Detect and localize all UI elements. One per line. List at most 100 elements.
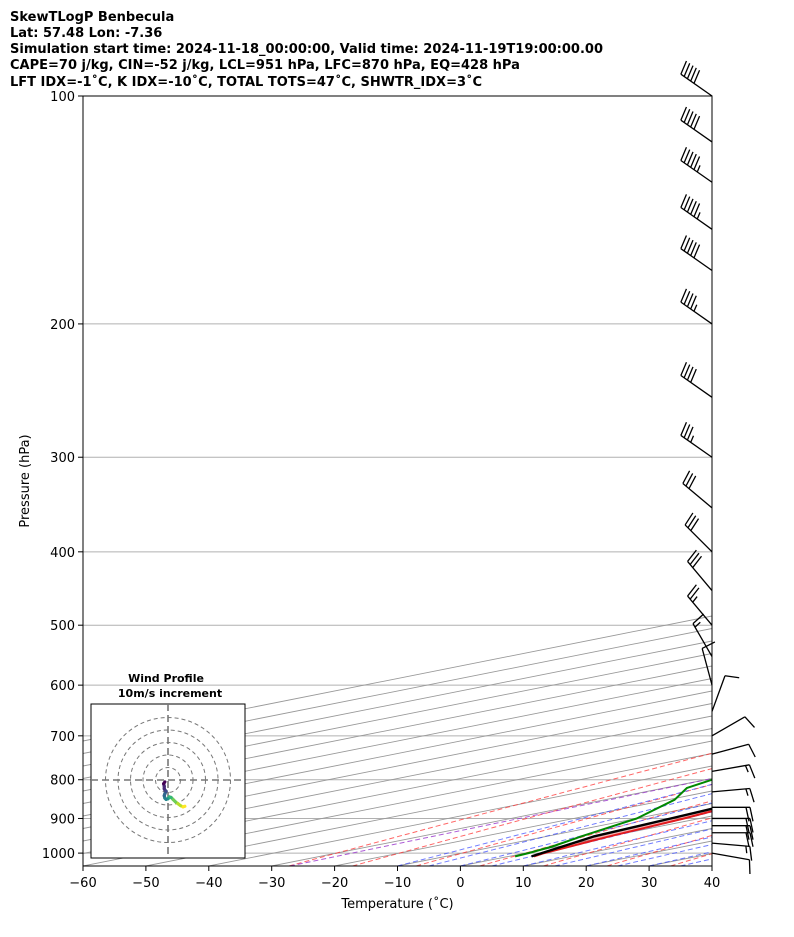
barb-staff bbox=[680, 159, 713, 183]
cape-area bbox=[718, 96, 794, 807]
wind-barb bbox=[680, 235, 713, 272]
barb-flag bbox=[683, 237, 691, 252]
wind-barb bbox=[711, 852, 751, 875]
barb-staff bbox=[711, 764, 750, 773]
barb-flag bbox=[686, 293, 694, 307]
barb-flag bbox=[682, 470, 691, 484]
barb-flag bbox=[683, 424, 691, 438]
barb-staff bbox=[711, 842, 750, 848]
barb-staff bbox=[680, 119, 713, 143]
moist-adiabat-line bbox=[680, 858, 712, 866]
barb-flag bbox=[693, 156, 701, 170]
barb-staff bbox=[680, 374, 713, 398]
x-tick-label: 10 bbox=[515, 876, 532, 891]
x-tick-label: 20 bbox=[578, 876, 595, 891]
barb-flag bbox=[680, 235, 688, 249]
barb-staff bbox=[701, 648, 713, 686]
barb-flag bbox=[749, 825, 754, 840]
barb-flag bbox=[690, 242, 697, 256]
wind-barbs bbox=[680, 60, 756, 875]
barb-flag bbox=[690, 295, 697, 310]
barb-half-flag bbox=[744, 765, 749, 773]
isotherm-line bbox=[83, 653, 712, 779]
barb-flag bbox=[683, 364, 691, 379]
barb-staff bbox=[687, 561, 713, 591]
barb-staff bbox=[680, 301, 713, 325]
y-tick-label: 700 bbox=[50, 730, 75, 745]
barb-flag bbox=[687, 549, 697, 562]
barb-flag bbox=[684, 512, 694, 526]
barb-flag bbox=[686, 426, 694, 441]
barb-flag bbox=[680, 362, 688, 376]
isotherm-line bbox=[83, 728, 712, 854]
isotherm-line bbox=[83, 678, 712, 804]
barb-flag bbox=[686, 65, 694, 80]
wind-barb bbox=[680, 421, 713, 458]
wind-barb bbox=[682, 470, 713, 509]
header-line-4: CAPE=70 j/kg, CIN=-52 j/kg, LCL=951 hPa,… bbox=[10, 58, 520, 73]
barb-flag bbox=[744, 716, 755, 728]
barb-staff bbox=[692, 623, 713, 657]
header-line-5: LFT IDX=-1˚C, K IDX=-10˚C, TOTAL TOTS=47… bbox=[10, 74, 482, 90]
wind-barb bbox=[711, 842, 753, 861]
barb-flag bbox=[685, 473, 694, 487]
barb-flag bbox=[686, 198, 694, 213]
moist-adiabat-line bbox=[523, 820, 712, 866]
y-tick-label: 100 bbox=[50, 90, 75, 105]
isotherm-line bbox=[208, 765, 712, 866]
temperature-line bbox=[533, 810, 712, 858]
wind-barb bbox=[687, 584, 713, 626]
barb-flag bbox=[749, 832, 754, 847]
barb-half-flag bbox=[694, 621, 701, 628]
wind-barb bbox=[711, 743, 756, 758]
barb-flag bbox=[690, 200, 697, 215]
parcel-line bbox=[531, 807, 712, 858]
barb-flag bbox=[686, 111, 694, 126]
barb-flag bbox=[686, 151, 694, 166]
barb-flag bbox=[689, 587, 700, 600]
barb-flag bbox=[749, 846, 753, 861]
wind-barb bbox=[680, 194, 713, 230]
barb-staff bbox=[684, 524, 713, 553]
dry-adiabat-line bbox=[734, 96, 794, 866]
wind-barb bbox=[692, 613, 713, 657]
barb-flag bbox=[690, 153, 697, 168]
x-tick-label: −50 bbox=[132, 876, 159, 891]
barb-flag bbox=[690, 368, 697, 383]
wind-barb bbox=[687, 549, 713, 591]
isotherm-line bbox=[83, 715, 712, 842]
barb-half-flag bbox=[745, 845, 748, 854]
barb-flag bbox=[748, 764, 756, 779]
barb-staff bbox=[711, 716, 746, 737]
barb-flag bbox=[690, 113, 697, 128]
barb-flag bbox=[687, 584, 697, 597]
barb-half-flag bbox=[690, 435, 695, 443]
wind-barb bbox=[701, 641, 716, 686]
hodograph-title: Wind Profile bbox=[128, 672, 204, 685]
y-tick-label: 600 bbox=[50, 679, 75, 694]
isotherm-line bbox=[649, 853, 712, 866]
barb-flag bbox=[680, 288, 688, 303]
barb-flag bbox=[683, 196, 691, 211]
header-line-1: SkewTLogP Benbecula bbox=[10, 10, 174, 25]
wind-barb bbox=[680, 288, 713, 325]
isotherm-line bbox=[397, 803, 712, 866]
barb-half-flag bbox=[693, 304, 698, 312]
barb-half-flag bbox=[696, 165, 701, 173]
barb-flag bbox=[693, 115, 701, 130]
barb-flag bbox=[745, 825, 750, 840]
dry-adiabat-line bbox=[416, 783, 712, 866]
dry-adiabat-line bbox=[606, 834, 712, 866]
barb-flag bbox=[693, 203, 701, 217]
y-tick-label: 800 bbox=[50, 774, 75, 789]
barb-flag bbox=[724, 675, 740, 679]
dry-adiabat-line bbox=[288, 752, 712, 866]
moist-adiabat-line bbox=[491, 811, 712, 866]
barb-flag bbox=[683, 109, 691, 123]
dewpoint-line bbox=[514, 778, 712, 858]
header-line-3: Simulation start time: 2024-11-18_00:00:… bbox=[10, 42, 603, 57]
barb-half-flag bbox=[692, 596, 698, 603]
x-tick-label: −10 bbox=[384, 876, 411, 891]
barb-flag bbox=[683, 290, 691, 305]
